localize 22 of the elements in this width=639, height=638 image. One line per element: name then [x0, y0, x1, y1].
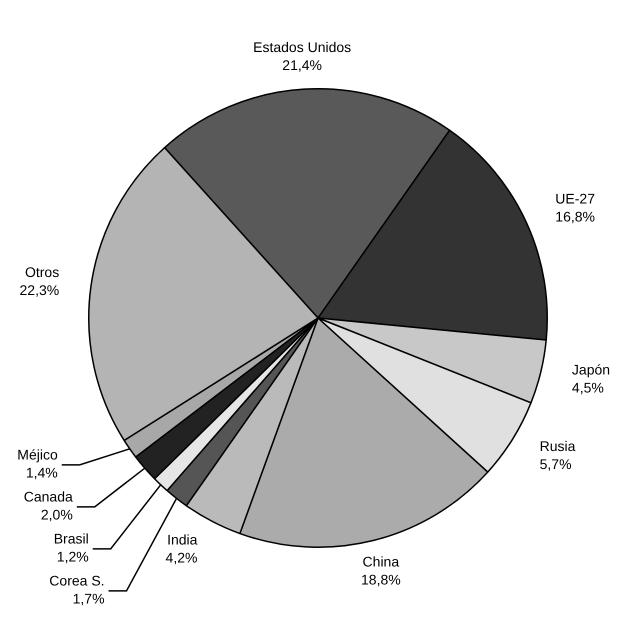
- slice-label: India: [167, 532, 198, 548]
- slice-label: Estados Unidos: [253, 39, 352, 56]
- data-label: 21,4%: [282, 57, 322, 74]
- data-label: 4,5%: [572, 379, 604, 396]
- slice-label: Japón: [572, 361, 610, 378]
- slice-label: Brasil: [54, 530, 89, 547]
- slice-label: Otros: [24, 264, 60, 280]
- data-label: 16,8%: [555, 208, 596, 225]
- slice-label: Corea S.: [49, 572, 105, 589]
- data-label: 1,4%: [26, 464, 58, 481]
- data-label: 2,0%: [40, 506, 73, 523]
- data-label: 4,2%: [166, 550, 198, 566]
- slice-label: Rusia: [540, 438, 576, 454]
- data-label: 1,7%: [72, 590, 105, 607]
- slice-label: UE-27: [555, 190, 596, 207]
- data-label: 5,7%: [540, 456, 572, 472]
- slice-label: Méjico: [17, 446, 58, 463]
- data-label: 18,8%: [360, 571, 401, 588]
- slice-label: China: [362, 553, 400, 570]
- data-label: 1,2%: [56, 548, 89, 565]
- data-label: 22,3%: [20, 282, 60, 298]
- slice-label: Canada: [24, 488, 73, 505]
